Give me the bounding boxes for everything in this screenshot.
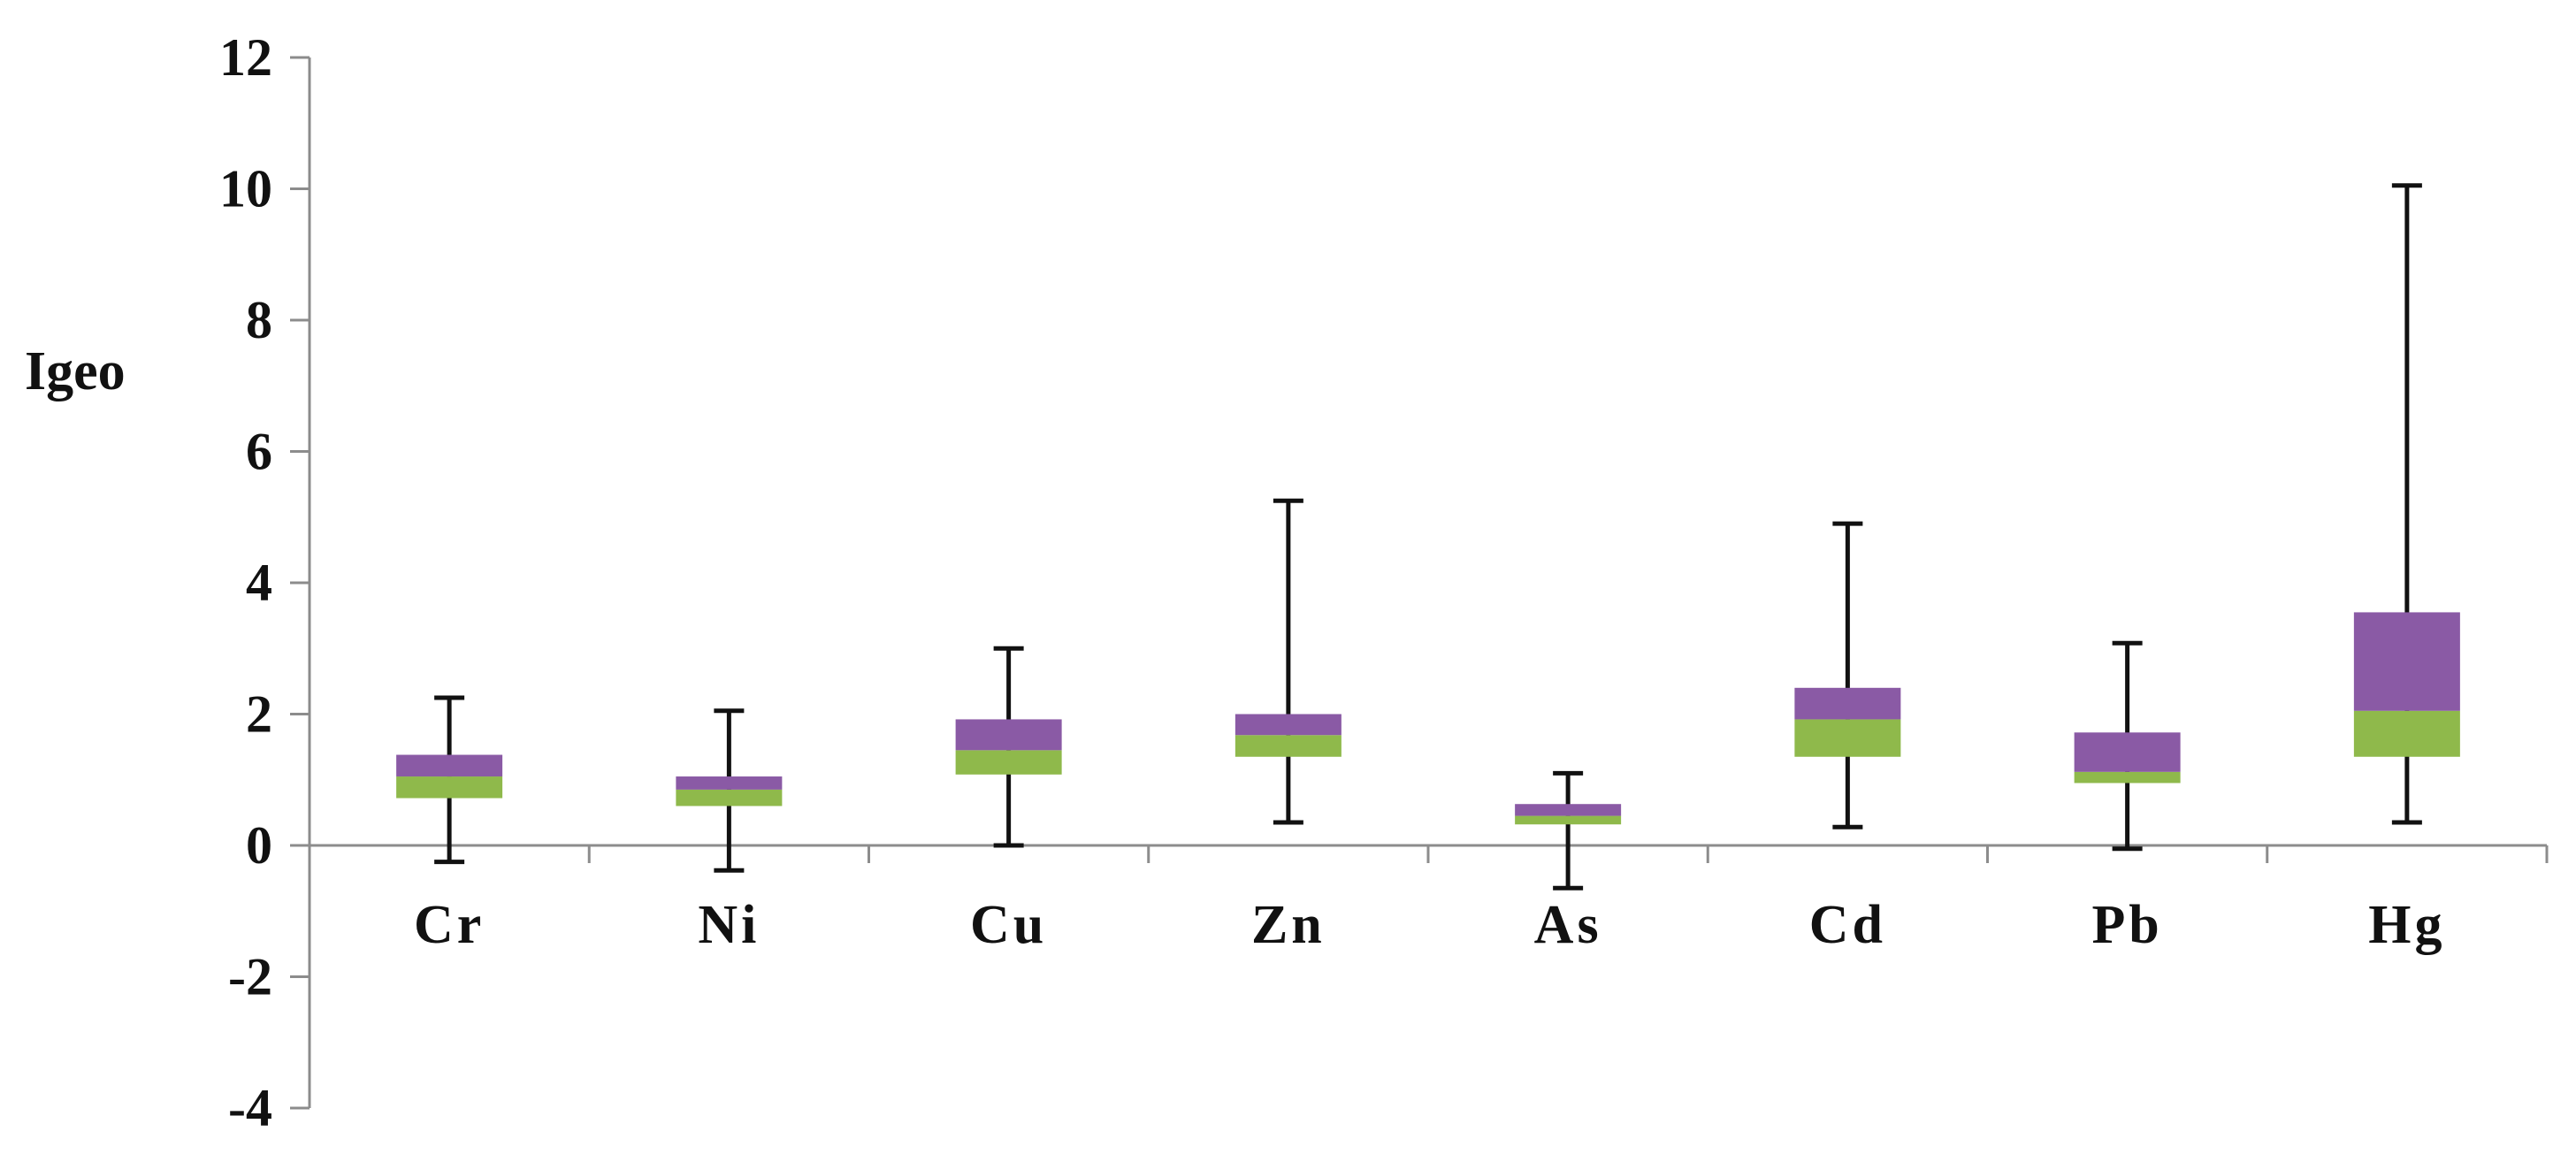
box-upper-as <box>1515 804 1622 816</box>
box-upper-cu <box>955 719 1062 751</box>
box-upper-zn <box>1234 714 1342 736</box>
box-lower-ni <box>676 789 783 807</box>
y-tick-label: 6 <box>246 423 272 481</box>
y-tick-label: 8 <box>246 291 272 349</box>
box-upper-pb <box>2074 732 2181 772</box>
y-tick-label: 2 <box>246 685 272 744</box>
y-axis-title: Igeo <box>25 341 126 401</box>
box-lower-pb <box>2074 771 2181 784</box>
box-lower-as <box>1515 815 1622 825</box>
y-tick-label: 4 <box>246 554 272 612</box>
box-lower-zn <box>1234 735 1342 757</box>
box-lower-cr <box>396 776 503 799</box>
box-lower-cd <box>1794 719 1901 757</box>
y-tick-label: 0 <box>246 816 272 875</box>
x-category-label-hg: Hg <box>2368 895 2445 955</box>
y-tick-label: -4 <box>228 1079 272 1137</box>
box-lower-hg <box>2353 710 2460 757</box>
x-category-label-cu: Cu <box>970 895 1047 955</box>
box-upper-ni <box>676 776 783 790</box>
y-tick-label: 10 <box>219 160 272 218</box>
x-category-label-cr: Cr <box>414 895 485 955</box>
x-category-label-pb: Pb <box>2091 895 2162 955</box>
x-category-label-zn: Zn <box>1251 895 1326 955</box>
box-upper-hg <box>2353 612 2460 711</box>
x-category-label-ni: Ni <box>698 895 760 955</box>
x-category-label-as: As <box>1534 895 1602 955</box>
box-upper-cr <box>396 754 503 777</box>
box-lower-cu <box>955 750 1062 775</box>
box-upper-cd <box>1794 687 1901 720</box>
y-tick-label: -2 <box>228 948 272 1006</box>
x-category-label-cd: Cd <box>1809 895 1886 955</box>
y-tick-label: 12 <box>219 28 272 87</box>
